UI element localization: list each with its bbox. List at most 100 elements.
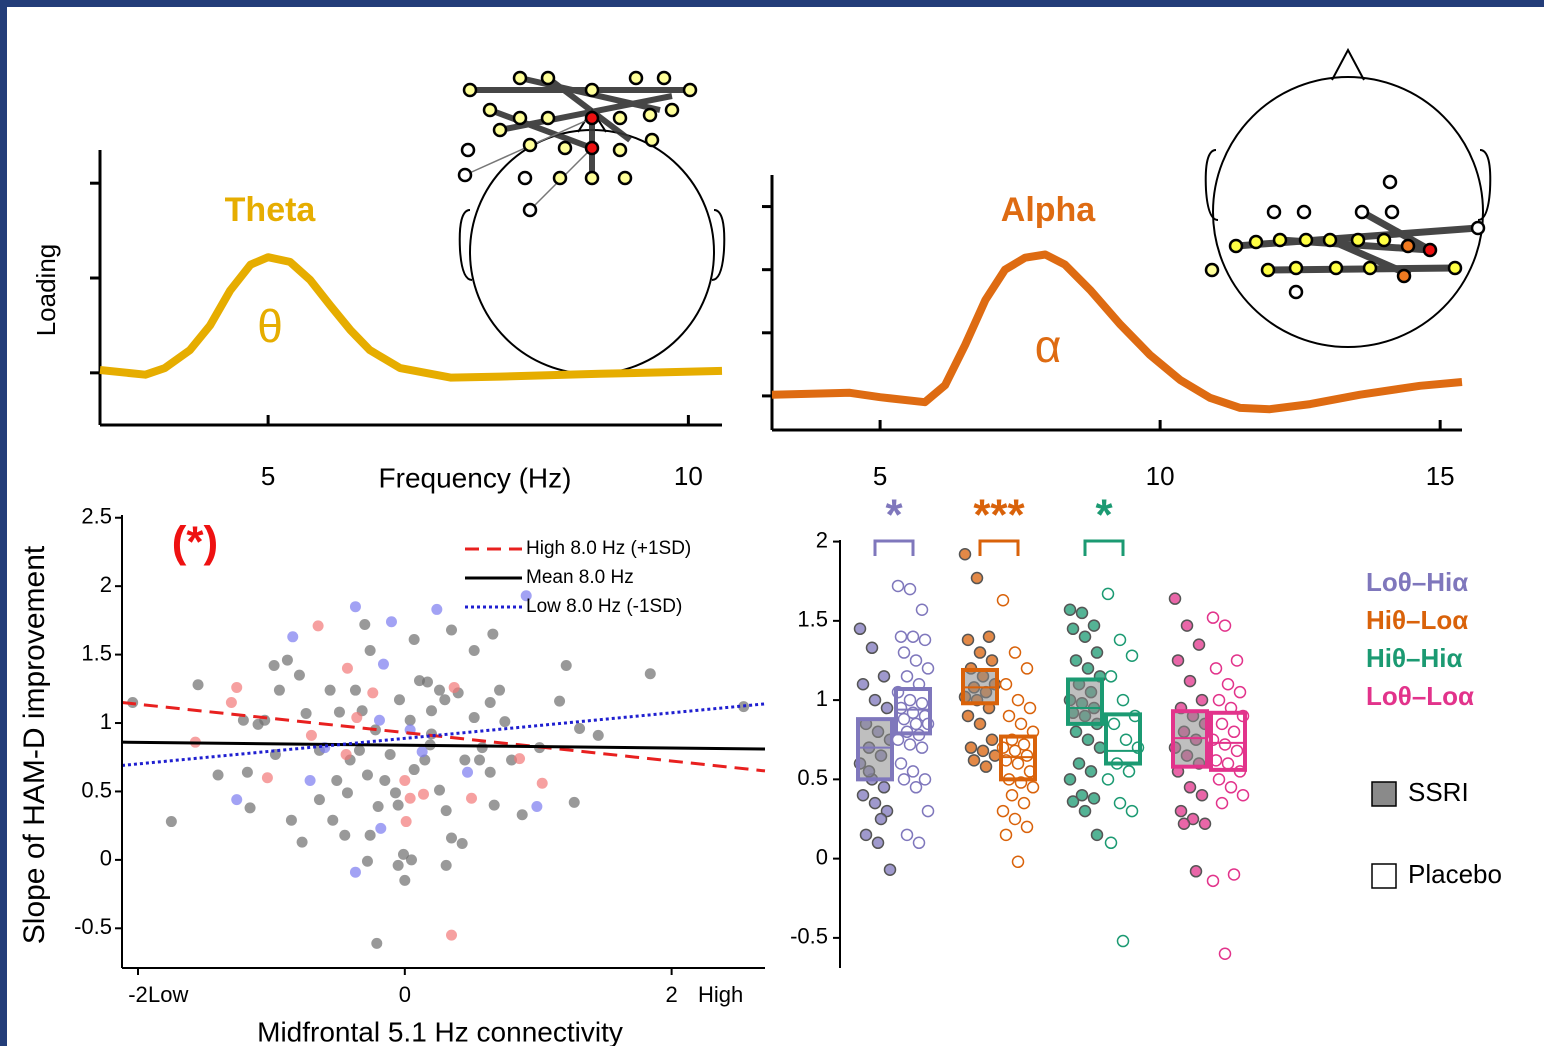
- data-point: [644, 668, 656, 680]
- data-point: [440, 859, 452, 871]
- data-point: [536, 777, 548, 789]
- legend-label: Hiθ–Loα: [1366, 605, 1468, 635]
- data-point: [1078, 630, 1092, 643]
- legend-label: Loθ–Hiα: [1366, 567, 1468, 597]
- data-point: [574, 722, 586, 734]
- data-point: [400, 816, 412, 828]
- x-tick-label: 2: [665, 982, 677, 1007]
- data-point: [1008, 812, 1022, 826]
- data-point: [1075, 606, 1089, 620]
- data-point: [433, 684, 445, 696]
- data-point: [531, 801, 543, 813]
- data-point: [516, 809, 528, 821]
- data-point: [900, 828, 914, 842]
- band-symbol: α: [1035, 320, 1062, 372]
- data-point: [1168, 592, 1182, 605]
- y-tick-label: 1.5: [797, 607, 828, 632]
- data-point: [868, 693, 882, 707]
- data-point: [287, 631, 299, 643]
- data-point: [1113, 633, 1127, 647]
- data-point: [231, 794, 243, 806]
- data-point: [384, 749, 396, 761]
- regression-line: [121, 701, 766, 773]
- data-point: [1189, 865, 1203, 878]
- data-point: [894, 630, 908, 643]
- data-point: [1066, 622, 1080, 636]
- data-point: [417, 788, 429, 800]
- data-point: [1066, 795, 1080, 808]
- data-point: [906, 765, 920, 778]
- data-point: [1087, 792, 1101, 805]
- data-point: [1063, 773, 1077, 786]
- data-point: [244, 802, 256, 814]
- data-point: [1014, 717, 1028, 731]
- data-point: [979, 760, 993, 773]
- data-point: [1230, 744, 1244, 758]
- box: [1209, 710, 1247, 772]
- data-point: [1206, 611, 1220, 624]
- data-point: [468, 712, 480, 724]
- data-point: [466, 792, 478, 804]
- data-point: [349, 601, 361, 613]
- data-point: [324, 684, 336, 696]
- data-point: [364, 644, 376, 656]
- data-point: [897, 646, 911, 659]
- data-point: [918, 773, 932, 786]
- data-point: [1090, 646, 1104, 659]
- data-point: [903, 693, 917, 707]
- x-tick-label: 10: [674, 461, 703, 491]
- data-point: [392, 859, 404, 871]
- y-tick-label: 1: [816, 686, 828, 711]
- data-point: [912, 836, 926, 850]
- data-point: [1183, 674, 1197, 688]
- data-point: [375, 822, 387, 834]
- legend-label: SSRI: [1408, 777, 1469, 807]
- data-point: [408, 764, 420, 776]
- y-tick-label: 2: [816, 527, 828, 552]
- band-title: Theta: [225, 191, 317, 229]
- data-point: [1090, 828, 1104, 842]
- data-point: [1125, 804, 1139, 818]
- data-point: [906, 630, 920, 643]
- data-point: [361, 855, 373, 867]
- data-point: [241, 766, 253, 778]
- data-point: [327, 814, 339, 826]
- data-point: [459, 754, 471, 766]
- data-point: [1212, 773, 1226, 786]
- data-point: [1113, 796, 1127, 810]
- data-point: [520, 590, 532, 602]
- data-point: [333, 706, 345, 718]
- data-point: [853, 622, 867, 636]
- data-point: [484, 766, 496, 778]
- data-point: [425, 705, 437, 717]
- data-point: [560, 660, 572, 672]
- data-point: [1104, 670, 1118, 683]
- data-point: [996, 804, 1010, 818]
- data-point: [408, 634, 420, 646]
- data-point: [1017, 796, 1031, 810]
- data-point: [361, 769, 373, 781]
- data-point: [1084, 765, 1098, 778]
- data-point: [305, 729, 317, 741]
- legend-label: Placebo: [1408, 859, 1502, 889]
- data-point: [1101, 773, 1115, 786]
- data-point: [554, 695, 566, 707]
- data-point: [192, 679, 204, 691]
- legend-swatch: [1371, 863, 1397, 889]
- data-point: [487, 628, 499, 640]
- data-point: [1195, 693, 1209, 707]
- data-point: [958, 548, 972, 561]
- data-point: [1233, 685, 1247, 699]
- data-point: [237, 714, 249, 726]
- data-point: [1101, 587, 1115, 601]
- data-point: [1020, 749, 1034, 762]
- significance-bracket: [978, 539, 1020, 556]
- data-point: [372, 801, 384, 813]
- x-axis-label: Midfrontal 5.1 Hz connectivity: [257, 1016, 623, 1046]
- data-point: [399, 775, 411, 787]
- x-low-label: Low: [148, 982, 188, 1007]
- data-point: [909, 781, 923, 794]
- data-point: [1174, 804, 1188, 818]
- data-point: [1218, 947, 1232, 960]
